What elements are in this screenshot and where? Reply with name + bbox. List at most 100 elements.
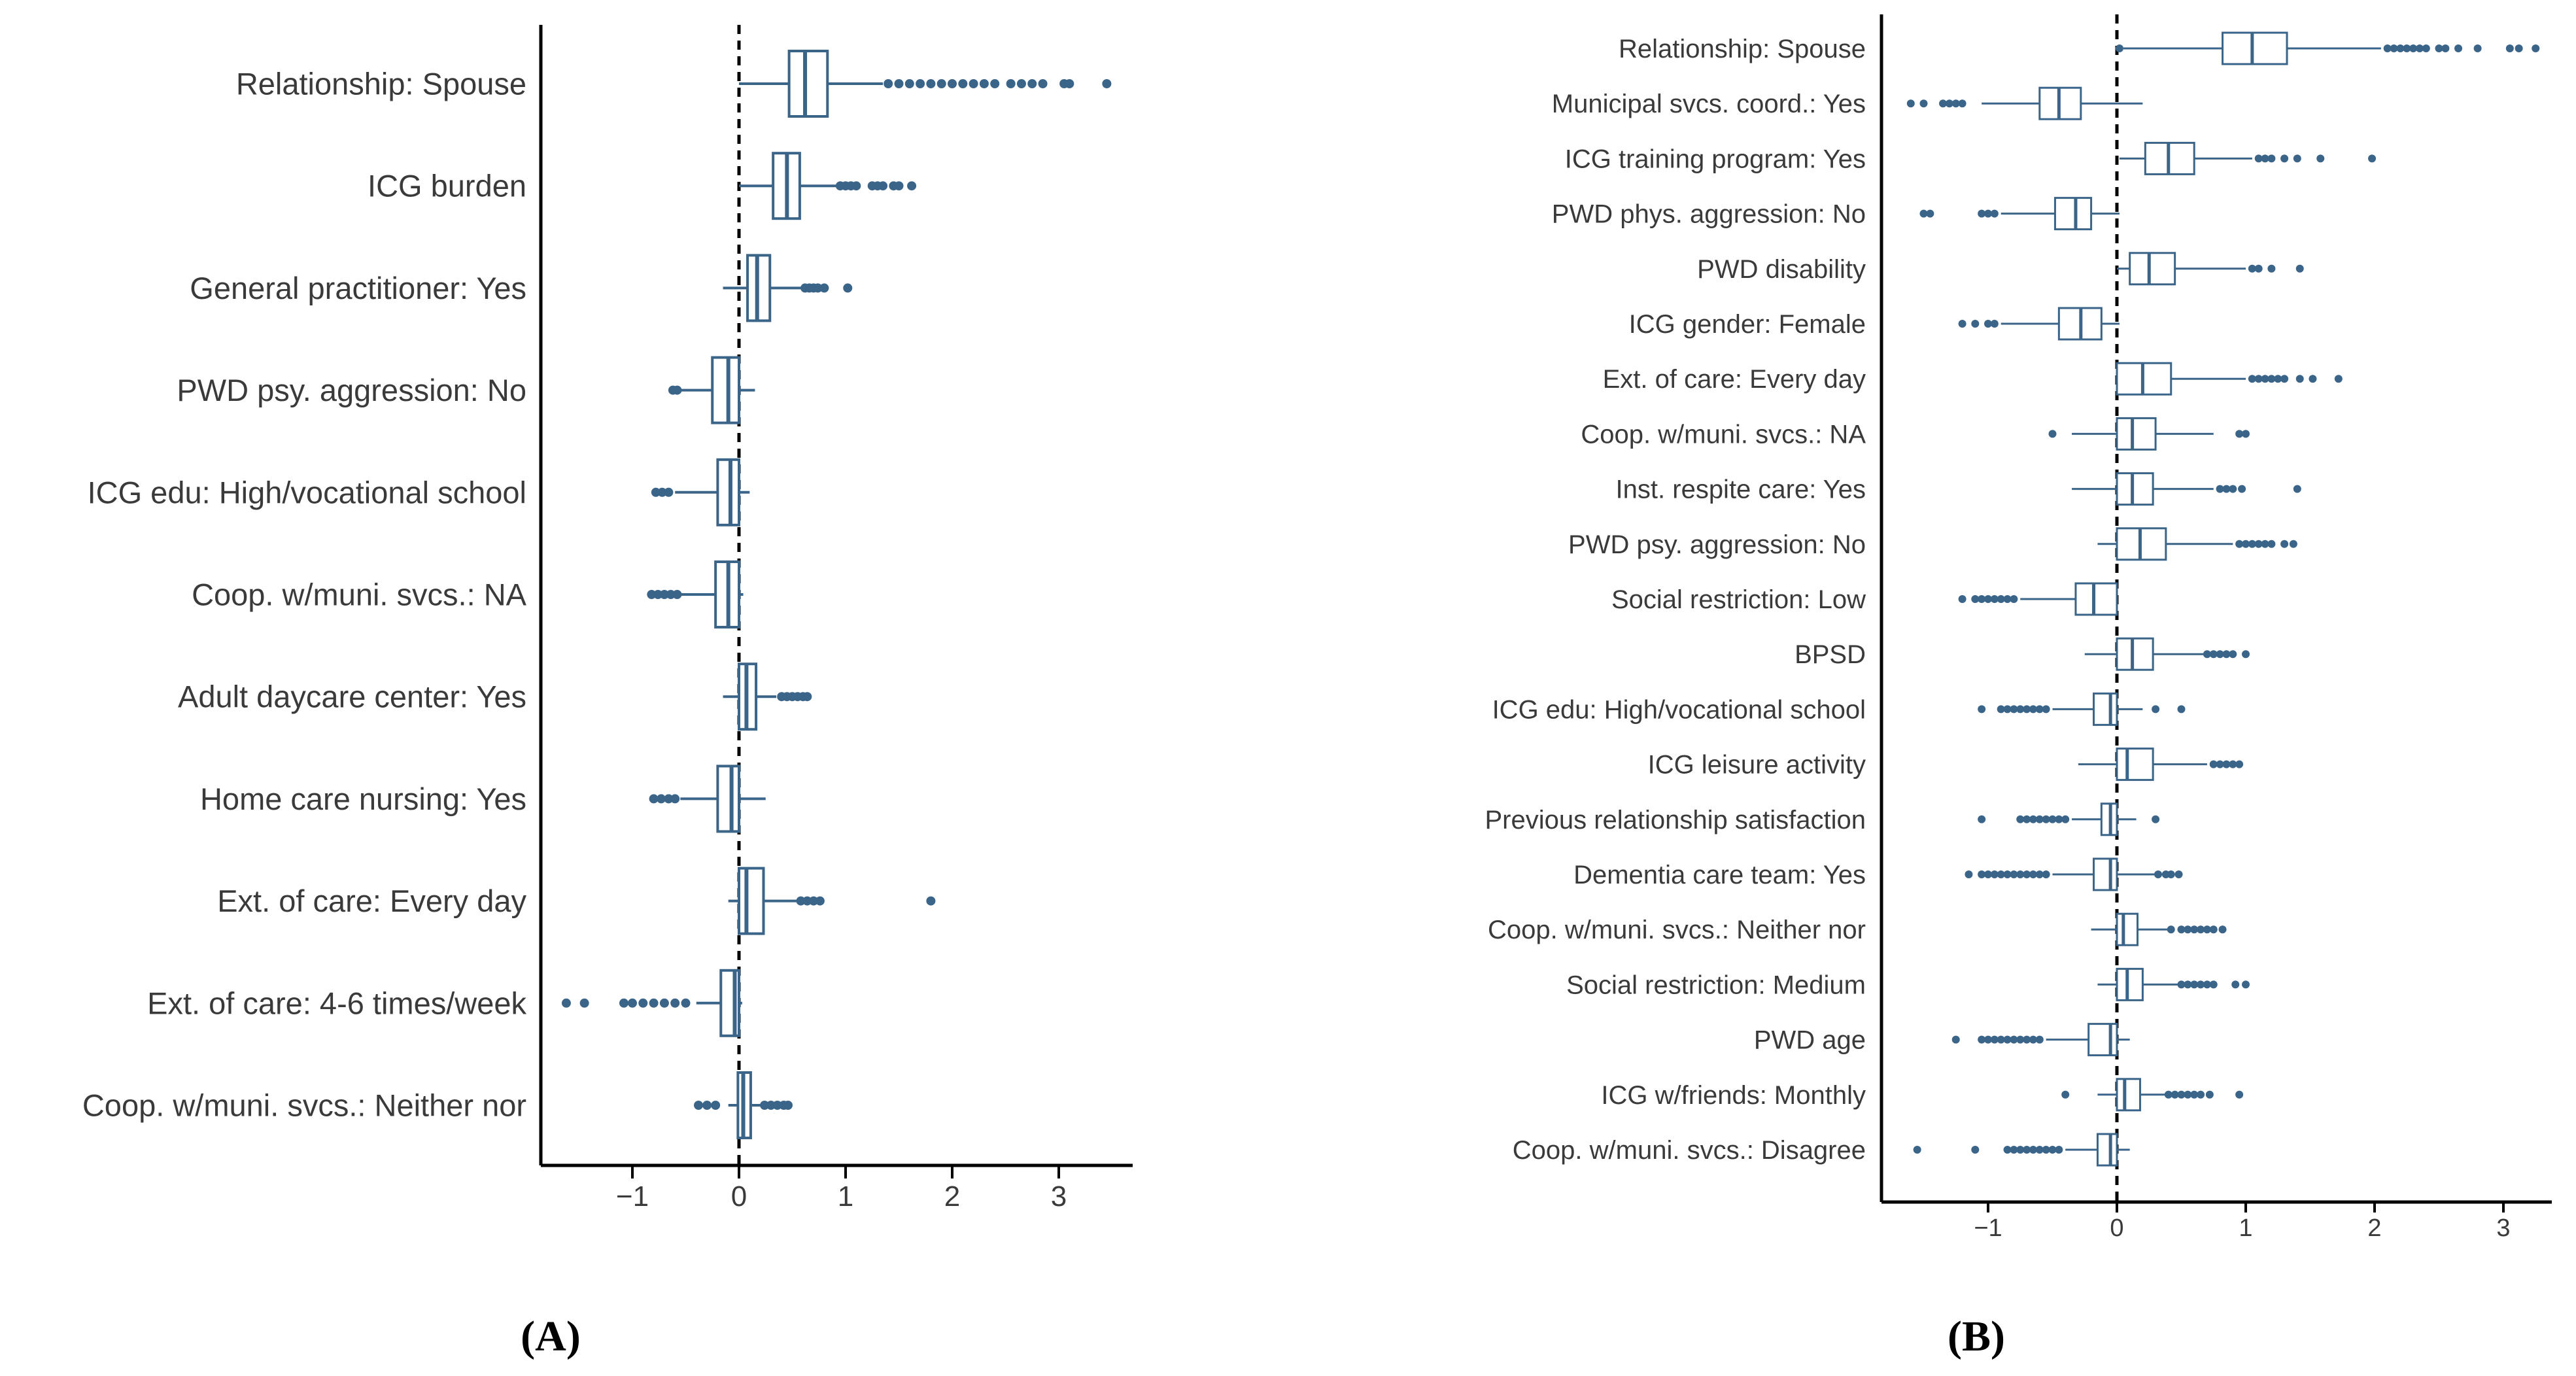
- panel-b-outlier-point: [1990, 1035, 1999, 1044]
- panel-b-outlier-point: [2061, 815, 2070, 823]
- panel-b-outlier-point: [2216, 650, 2224, 659]
- panel-b-box-social-restriction-low: [2074, 582, 2118, 616]
- panel-b-outlier-point: [1997, 870, 2005, 878]
- panel-b-category-label-icg-edu-high-vocational-school: ICG edu: High/vocational school: [1492, 695, 1866, 724]
- panel-b-outlier-point: [2205, 1090, 2214, 1099]
- panel-a-outlier-point: [815, 896, 825, 906]
- panel-a-outlier-point: [659, 998, 669, 1008]
- panel-a-outlier-point: [802, 896, 812, 906]
- panel-b-outlier-point: [2197, 980, 2205, 989]
- panel-a-box-home-care-nursing-yes: [716, 765, 741, 833]
- panel-b-outlier-point: [1958, 99, 1966, 108]
- panel-b-outlier-point: [2267, 154, 2276, 163]
- panel-b-outlier-point: [2254, 540, 2263, 548]
- panel-a-outlier-point: [638, 998, 648, 1008]
- panel-a-category-label-ext-of-care-4-6-times-week: Ext. of care: 4-6 times/week: [147, 986, 526, 1020]
- panel-b-outlier-point: [2415, 44, 2424, 52]
- panel-b-outlier-point: [2222, 485, 2231, 493]
- panel-b-outlier-point: [1958, 595, 1966, 603]
- panel-b-outlier-point: [2177, 980, 2186, 989]
- panel-b-letter: B: [1962, 1313, 1991, 1360]
- panel-b-category-label-ext-of-care-every-day: Ext. of care: Every day: [1603, 365, 1866, 394]
- panel-a-label: (A): [521, 1313, 581, 1360]
- panel-a-outlier-point: [1006, 79, 1016, 88]
- panel-b-outlier-point: [2222, 650, 2231, 659]
- panel-b-box-relationship-spouse: [2222, 31, 2288, 65]
- panel-b-outlier-point: [2295, 375, 2304, 383]
- panel-b-outlier-point: [2289, 540, 2297, 548]
- panel-b-outlier-point: [2409, 44, 2418, 52]
- panel-a-outlier-point: [802, 692, 812, 702]
- panel-b-outlier-point: [1906, 99, 1915, 108]
- panel-a-category-label-icg-edu-high-vocational-school: ICG edu: High/vocational school: [88, 475, 526, 509]
- panel-b-outlier-point: [1971, 320, 1980, 328]
- panel-b-outlier-point: [2190, 980, 2199, 989]
- panel-a-outlier-point: [916, 79, 925, 88]
- panel-b-outlier-point: [2209, 980, 2218, 989]
- panel-b-outlier-point: [2167, 925, 2175, 934]
- panel-b-category-label-icg-gender-female: ICG gender: Female: [1629, 310, 1866, 339]
- panel-b-outlier-point: [2184, 925, 2192, 934]
- panel-b-outlier-point: [1978, 595, 1986, 603]
- panel-b-outlier-point: [1990, 320, 1999, 328]
- panel-b-outlier-point: [2254, 375, 2263, 383]
- panel-b-outlier-point: [2293, 154, 2301, 163]
- panel-a-outlier-point: [649, 794, 659, 804]
- panel-b-outlier-point: [2254, 264, 2263, 273]
- panel-b-category-label-coop-w-muni-svcs-neither-nor: Coop. w/muni. svcs.: Neither nor: [1488, 916, 1866, 944]
- panel-b-outlier-point: [2003, 705, 2012, 714]
- panel-b-category-label-dementia-care-team-yes: Dementia care team: Yes: [1573, 861, 1866, 889]
- panel-b-outlier-point: [2016, 705, 2025, 714]
- panel-b-outlier-point: [2061, 1090, 2070, 1099]
- panel-a-letter: A: [535, 1313, 566, 1360]
- panel-a-outlier-point: [1065, 79, 1074, 88]
- panel-b-label: (B): [1948, 1313, 2005, 1360]
- panel-b-outlier-point: [2154, 870, 2163, 878]
- panel-b-outlier-point: [2003, 1146, 2012, 1154]
- panel-a-outlier-point: [579, 998, 589, 1008]
- panel-b-outlier-point: [2454, 44, 2463, 52]
- panel-b-outlier-point: [1990, 595, 1999, 603]
- panel-b-outlier-point: [1951, 1035, 1960, 1044]
- panel-b-x-tick-label: −1: [1974, 1214, 2002, 1242]
- panel-b-outlier-point: [1990, 209, 1999, 218]
- panel-b-outlier-point: [2390, 44, 2398, 52]
- panel-b-outlier-point: [2383, 44, 2392, 52]
- panel-a-category-label-relationship-spouse: Relationship: Spouse: [236, 66, 526, 101]
- panel-b-outlier-point: [2334, 375, 2343, 383]
- panel-a-box-pwd-psy-aggression-no: [711, 356, 740, 424]
- panel-a-x-tick-label: 3: [1051, 1180, 1067, 1213]
- panel-b-outlier-point: [2016, 870, 2025, 878]
- panel-b-box-icg-leisure-activity: [2116, 748, 2154, 782]
- panel-b-outlier-point: [2242, 650, 2250, 659]
- panel-a-outlier-point: [664, 487, 674, 497]
- panel-b-outlier-point: [2023, 1035, 2031, 1044]
- panel-a-outlier-point: [670, 998, 680, 1008]
- panel-b-outlier-point: [2216, 485, 2224, 493]
- panel-b-outlier-point: [2396, 44, 2405, 52]
- panel-b-outlier-point: [1990, 870, 1999, 878]
- panel-b-category-label-bpsd: BPSD: [1795, 640, 1866, 669]
- panel-b-box-coop-w-muni-svcs-na: [2116, 417, 2157, 451]
- panel-a-outlier-point: [796, 896, 806, 906]
- panel-b-category-label-pwd-phys-aggression-no: PWD phys. aggression: No: [1552, 200, 1866, 229]
- panel-b-outlier-point: [2473, 44, 2482, 52]
- panel-b-outlier-point: [2010, 1146, 2018, 1154]
- panel-b-outlier-point: [2209, 925, 2218, 934]
- panel-b-category-label-coop-w-muni-svcs-na: Coop. w/muni. svcs.: NA: [1581, 420, 1866, 449]
- panel-b-category-label-coop-w-muni-svcs-disagree: Coop. w/muni. svcs.: Disagree: [1513, 1136, 1866, 1165]
- panel-b-x-tick-label: 0: [2110, 1214, 2123, 1242]
- panel-b-outlier-point: [2171, 1090, 2179, 1099]
- panel-b-outlier-point: [1958, 320, 1966, 328]
- panel-b-outlier-point: [2016, 1146, 2025, 1154]
- panel-b-outlier-point: [2115, 44, 2123, 52]
- panel-a-outlier-point: [884, 79, 893, 88]
- panel-b-outlier-point: [2048, 430, 2057, 438]
- panel-b-outlier-point: [2368, 154, 2377, 163]
- panel-b-outlier-point: [2248, 540, 2256, 548]
- panel-a-category-label-icg-burden: ICG burden: [368, 169, 526, 203]
- panel-b-outlier-point: [2274, 375, 2282, 383]
- panel-b-outlier-point: [2280, 154, 2289, 163]
- panel-a-outlier-point: [651, 487, 661, 497]
